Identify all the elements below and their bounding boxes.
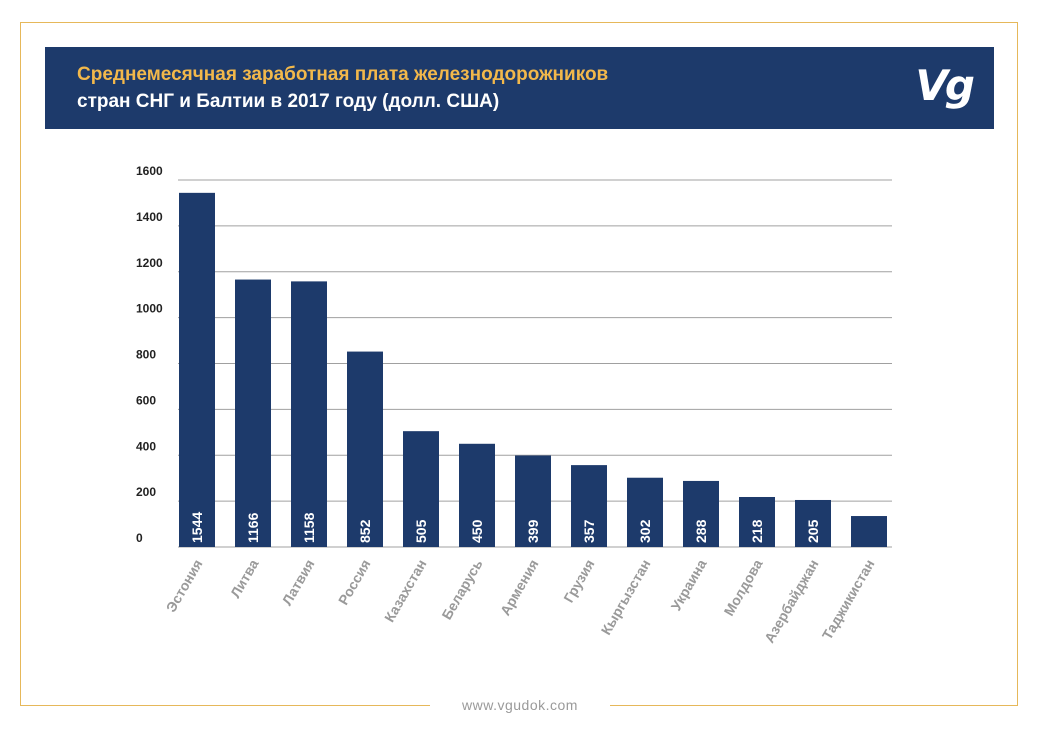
bar[interactable] [851,516,887,547]
x-category-label: Беларусь [438,556,485,622]
y-tick-label: 1200 [136,256,163,270]
x-category-label: Украина [668,556,710,613]
y-tick-label: 1400 [136,210,163,224]
bar[interactable] [571,465,607,547]
y-tick-label: 200 [136,485,156,499]
bar[interactable] [179,192,215,547]
bar-value-label: 399 [525,519,541,543]
y-tick-label: 1600 [136,164,163,178]
x-category-label: Эстония [163,557,206,615]
bar[interactable] [235,279,271,547]
y-tick-label: 800 [136,348,156,362]
bar-value-label: 288 [693,519,709,543]
y-tick-label: 0 [136,531,143,545]
bar-value-label: 205 [805,519,821,543]
bar-value-label: 1158 [301,512,317,543]
y-tick-label: 1000 [136,302,163,316]
bar[interactable] [291,281,327,547]
x-category-label: Россия [335,557,374,608]
bar[interactable] [459,443,495,547]
y-tick-label: 600 [136,393,156,407]
bar[interactable] [795,499,831,547]
bar[interactable] [347,351,383,547]
x-category-label: Армения [497,557,542,619]
chart-title-line1: Среднемесячная заработная плата железнод… [77,64,609,85]
vg-logo: Vg [915,61,975,110]
bar[interactable] [627,477,663,547]
bar-value-label: 852 [357,519,373,543]
x-category-label: Азербайджан [761,557,822,646]
x-category-label: Молдова [721,556,766,618]
bar[interactable] [683,480,719,547]
bar[interactable] [739,496,775,547]
bar-value-label: 450 [469,519,485,543]
bar-value-label: 1544 [189,512,205,543]
bar-value-label: 218 [749,519,765,543]
bar[interactable] [403,431,439,547]
footer-gap [430,700,610,714]
x-category-label: Грузия [560,557,597,606]
x-category-label: Казахстан [381,557,430,625]
x-category-label: Литва [227,556,262,600]
y-tick-label: 400 [136,439,156,453]
x-category-label: Латвия [279,557,318,608]
title-banner: Среднемесячная заработная плата железнод… [45,47,994,129]
x-category-label: Кыргызстан [598,557,654,638]
bar[interactable] [515,455,551,547]
x-category-label: Таджикистан [819,557,878,643]
bar-value-label: 357 [581,519,597,543]
bar-value-label: 505 [413,519,429,543]
chart-title-line2: стран СНГ и Балтии в 2017 году (долл. СШ… [77,91,500,112]
bar-value-label: 302 [637,519,653,543]
footer-url[interactable]: www.vgudok.com [462,697,578,713]
bar-value-label: 1166 [245,512,261,543]
